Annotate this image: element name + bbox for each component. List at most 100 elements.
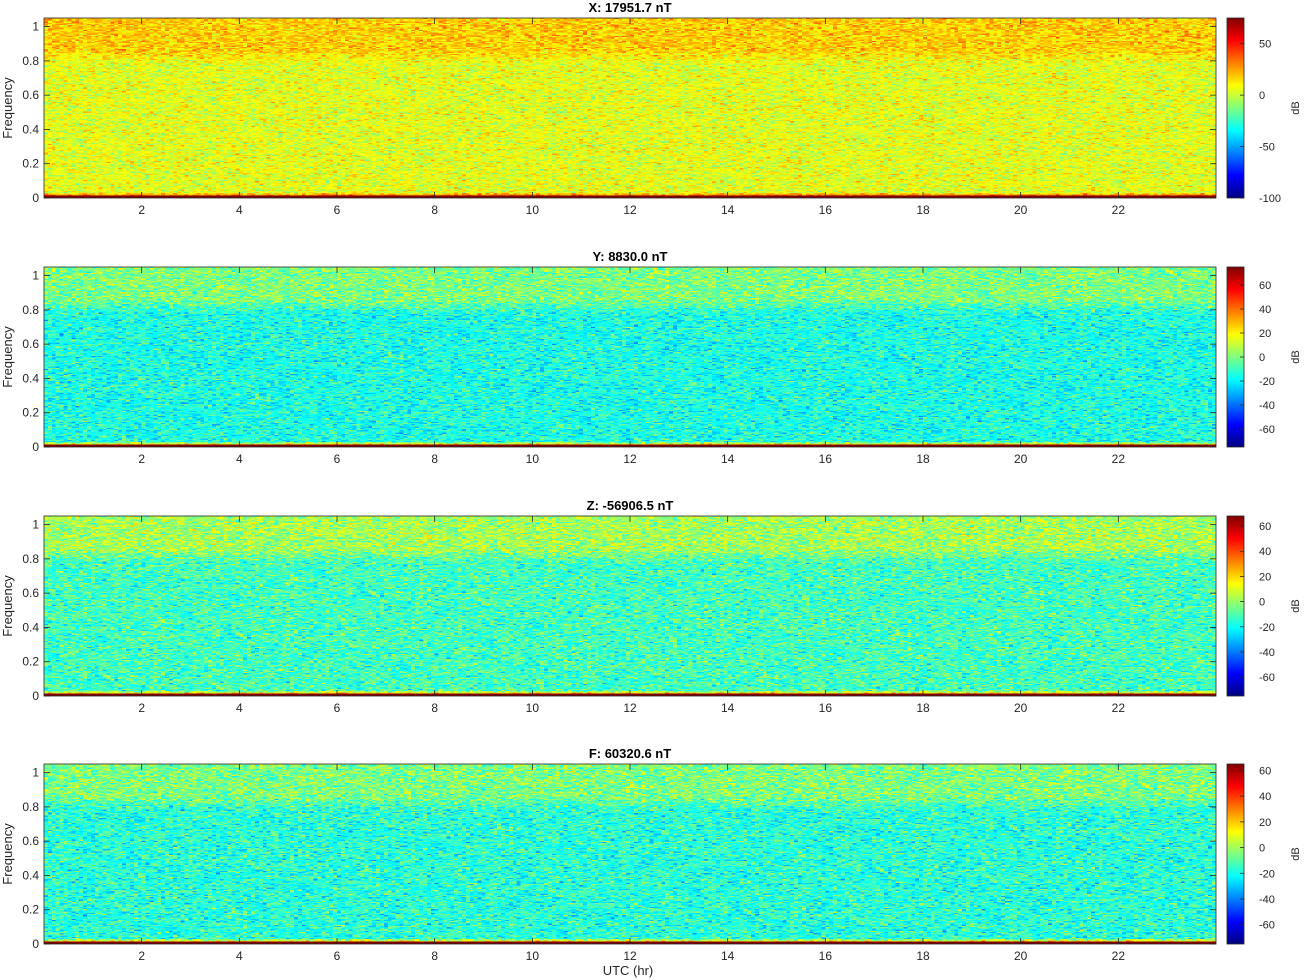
x-tick-label: 16	[819, 203, 833, 217]
x-tick-label: 4	[236, 452, 243, 466]
y-tick-label: 1	[32, 20, 39, 34]
spectrogram-image	[44, 267, 1216, 447]
colorbar-box	[1226, 515, 1245, 697]
colorbar-tick-label: 60	[1259, 280, 1271, 292]
colorbar-box	[1226, 17, 1245, 199]
colorbar-tick-label: -20	[1259, 622, 1275, 634]
x-tick-label: 14	[721, 452, 735, 466]
x-tick-label: 18	[916, 949, 930, 963]
colorbar-tick-label: 20	[1259, 571, 1271, 583]
colorbar-tick-label: -60	[1259, 424, 1275, 436]
y-tick-label: 1	[32, 766, 39, 780]
x-tick-label: 10	[526, 452, 540, 466]
y-tick-label: 0.8	[22, 303, 39, 317]
colorbar-tick-label: 0	[1259, 843, 1265, 855]
x-tick-label: 2	[138, 452, 145, 466]
y-axis-label: Frequency	[0, 77, 15, 139]
y-tick-label: 0.2	[22, 157, 39, 171]
colorbar-tick-label: 40	[1259, 304, 1271, 316]
y-tick-label: 0.4	[22, 868, 39, 882]
y-tick-label: 0.4	[22, 122, 39, 136]
x-tick-label: 6	[334, 452, 341, 466]
y-tick-label: 0	[32, 191, 39, 205]
colorbar-tick-label: -20	[1259, 868, 1275, 880]
colorbar-tick-label: -40	[1259, 647, 1275, 659]
figure-xlabel: UTC (hr)	[603, 963, 654, 978]
colorbar-tick-label: -60	[1259, 920, 1275, 932]
x-tick-label: 16	[819, 452, 833, 466]
colorbar-tick-label: 60	[1259, 765, 1271, 777]
x-tick-label: 10	[526, 701, 540, 715]
y-tick-label: 1	[32, 269, 39, 283]
x-tick-label: 18	[916, 701, 930, 715]
colorbar-label: dB	[1290, 350, 1302, 363]
y-axis-label: Frequency	[0, 823, 15, 885]
colorbar-tick-label: -20	[1259, 376, 1275, 388]
x-tick-label: 22	[1112, 701, 1126, 715]
x-tick-label: 6	[334, 701, 341, 715]
colorbar-tick-label: -40	[1259, 400, 1275, 412]
x-tick-label: 4	[236, 701, 243, 715]
y-tick-label: 0	[32, 937, 39, 951]
y-tick-label: 0.6	[22, 88, 39, 102]
colorbar-tick-label: 20	[1259, 328, 1271, 340]
y-tick-label: 0.8	[22, 552, 39, 566]
x-tick-label: 12	[623, 701, 637, 715]
panel-title: F: 60320.6 nT	[589, 746, 671, 761]
colorbar-tick-label: -100	[1259, 193, 1281, 205]
colorbar-tick-label: 20	[1259, 817, 1271, 829]
x-tick-label: 2	[138, 701, 145, 715]
colorbar-tick-label: 0	[1259, 90, 1265, 102]
x-tick-label: 22	[1112, 203, 1126, 217]
y-tick-label: 0.6	[22, 337, 39, 351]
y-tick-label: 0.4	[22, 620, 39, 634]
y-tick-label: 0.2	[22, 406, 39, 420]
x-tick-label: 20	[1014, 203, 1028, 217]
y-tick-label: 0.2	[22, 655, 39, 669]
panel-title: Z: -56906.5 nT	[587, 498, 674, 513]
colorbar-tick-label: 50	[1259, 39, 1271, 51]
colorbar-tick-label: 40	[1259, 546, 1271, 558]
x-tick-label: 8	[431, 452, 438, 466]
y-tick-label: 0.4	[22, 371, 39, 385]
colorbar-label: dB	[1290, 599, 1302, 612]
y-tick-label: 0.6	[22, 586, 39, 600]
x-tick-label: 16	[819, 701, 833, 715]
colorbar-label: dB	[1290, 847, 1302, 860]
colorbar-label: dB	[1290, 101, 1302, 114]
x-tick-label: 22	[1112, 452, 1126, 466]
y-tick-label: 0.8	[22, 800, 39, 814]
x-tick-label: 20	[1014, 701, 1028, 715]
y-tick-label: 0.2	[22, 903, 39, 917]
x-tick-label: 16	[819, 949, 833, 963]
y-tick-label: 0	[32, 689, 39, 703]
x-tick-label: 18	[916, 452, 930, 466]
x-tick-label: 12	[623, 949, 637, 963]
y-axis-label: Frequency	[0, 326, 15, 388]
colorbar-tick-label: 0	[1259, 352, 1265, 364]
x-tick-label: 4	[236, 203, 243, 217]
x-tick-label: 8	[431, 203, 438, 217]
x-tick-label: 8	[431, 949, 438, 963]
x-tick-label: 10	[526, 949, 540, 963]
x-tick-label: 4	[236, 949, 243, 963]
colorbar-tick-label: -60	[1259, 672, 1275, 684]
colorbar	[1227, 516, 1244, 696]
colorbar-tick-label: -50	[1259, 142, 1275, 154]
x-tick-label: 8	[431, 701, 438, 715]
y-tick-label: 1	[32, 518, 39, 532]
spectrogram-image	[44, 18, 1216, 198]
spectrogram-image	[44, 764, 1216, 944]
x-tick-label: 18	[916, 203, 930, 217]
y-tick-label: 0	[32, 440, 39, 454]
y-tick-label: 0.8	[22, 54, 39, 68]
colorbar	[1227, 267, 1244, 447]
x-tick-label: 10	[526, 203, 540, 217]
colorbar-tick-label: 0	[1259, 597, 1265, 609]
x-tick-label: 20	[1014, 452, 1028, 466]
x-tick-label: 12	[623, 203, 637, 217]
